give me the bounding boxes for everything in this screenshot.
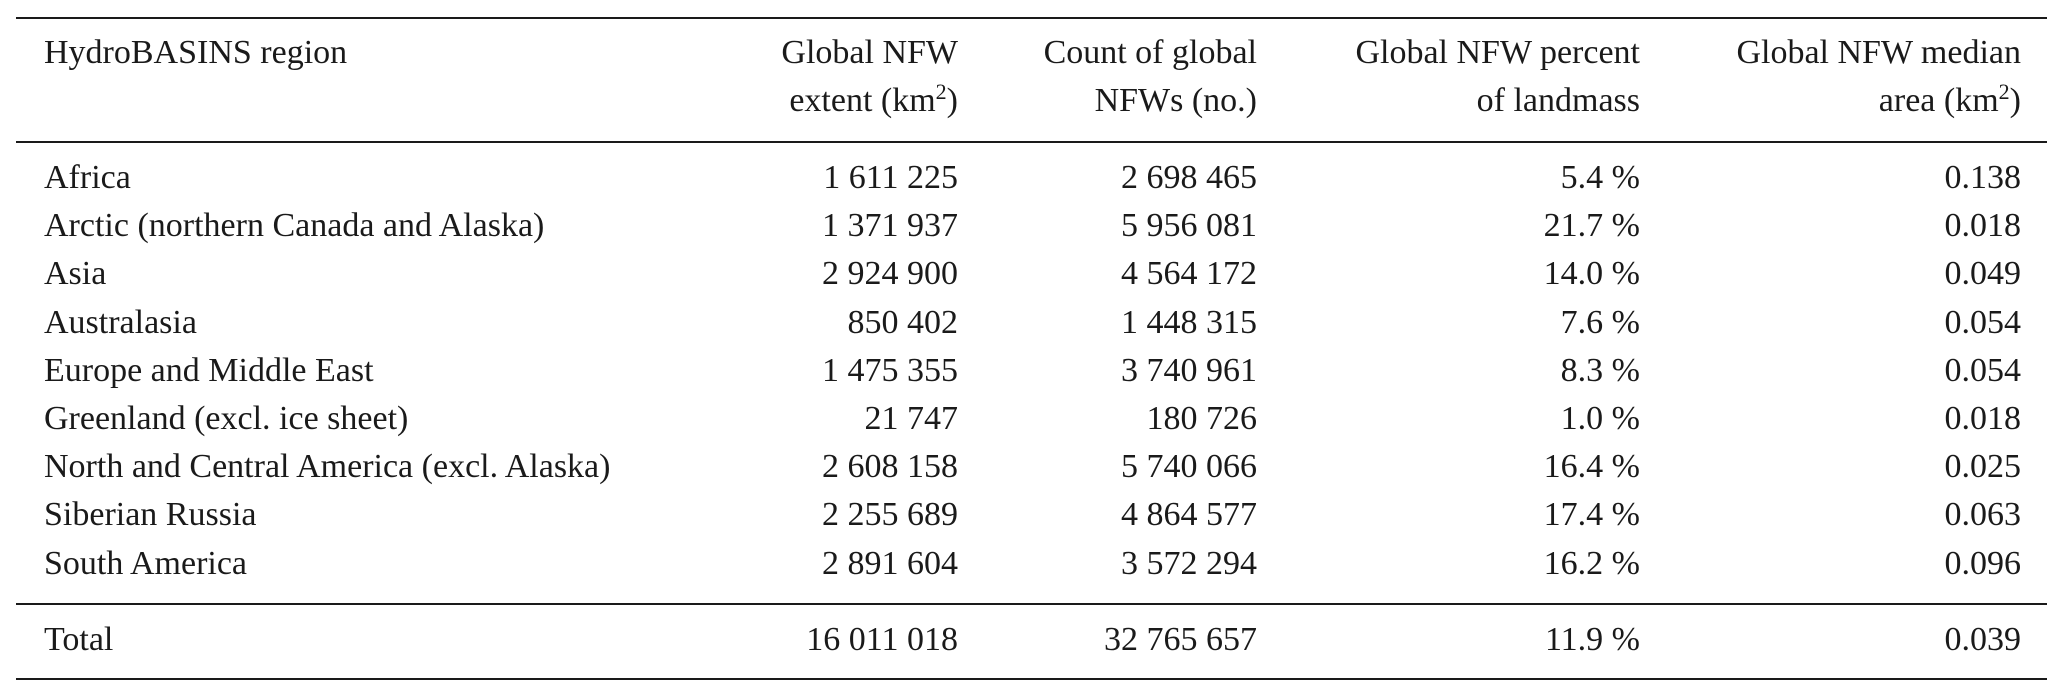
region-name: Europe and Middle East: [44, 351, 374, 389]
region-name: Arctic (northern Canada and Alaska): [44, 207, 545, 245]
superscript: 2: [935, 79, 947, 104]
superscript: 2: [1998, 79, 2010, 104]
value-cell: 180 726: [1146, 400, 1258, 437]
header-cell: Count of global: [1044, 33, 1257, 73]
value-cell: 0.054: [1944, 351, 2022, 389]
value-cell: 4 564 172: [1121, 255, 1257, 293]
value-cell: 5 740 066: [1121, 448, 1257, 486]
value-cell: 2 608 158: [822, 448, 958, 486]
header-cell: of landmass: [1477, 81, 1640, 121]
value-cell: 17.4 %: [1543, 496, 1640, 534]
header-cell: extent (km2): [789, 81, 958, 121]
region-name: Greenland (excl. ice sheet): [44, 400, 409, 437]
header-cell: area (km2): [1879, 81, 2021, 121]
header-text: NFWs (no.): [1094, 82, 1257, 119]
total-value: 32 765 657: [1104, 621, 1257, 658]
header-text: extent (km: [789, 82, 936, 119]
header-text: of landmass: [1476, 82, 1640, 119]
header-text: ): [2009, 82, 2021, 119]
value-cell: 8.3 %: [1560, 351, 1640, 389]
value-cell: 0.049: [1944, 255, 2022, 293]
value-cell: 3 740 961: [1121, 351, 1257, 389]
value-cell: 21 747: [864, 400, 959, 437]
region-name: North and Central America (excl. Alaska): [44, 448, 611, 486]
value-cell: 5 956 081: [1121, 207, 1257, 245]
value-cell: 0.018: [1944, 400, 2022, 437]
value-cell: 2 891 604: [822, 544, 958, 582]
value-cell: 2 255 689: [822, 496, 958, 534]
header-text: ): [946, 82, 958, 119]
header-text: HydroBASINS region: [44, 34, 348, 71]
value-cell: 0.054: [1944, 303, 2022, 341]
value-cell: 1.0 %: [1560, 400, 1640, 437]
value-cell: 14.0 %: [1543, 255, 1640, 293]
region-name: Australasia: [44, 303, 197, 341]
header-text: Global NFW: [781, 34, 958, 71]
value-cell: 1 611 225: [823, 159, 958, 196]
value-cell: 2 924 900: [822, 255, 958, 293]
value-cell: 2 698 465: [1121, 159, 1257, 196]
value-cell: 1 475 355: [822, 351, 958, 389]
header-text: area (km: [1878, 82, 1999, 119]
header-cell: Global NFW percent: [1355, 33, 1640, 73]
value-cell: 0.063: [1944, 496, 2022, 534]
header-text: Count of global: [1043, 34, 1257, 71]
value-cell: 21.7 %: [1543, 207, 1640, 245]
total-value: 16 011 018: [806, 621, 958, 658]
bottom-rule: [16, 678, 2047, 680]
value-cell: 1 448 315: [1121, 303, 1257, 341]
value-cell: 7.6 %: [1560, 303, 1640, 341]
header-cell: Global NFW median: [1736, 33, 2021, 73]
top-rule: [16, 17, 2047, 19]
value-cell: 0.025: [1944, 448, 2022, 486]
value-cell: 3 572 294: [1121, 544, 1257, 582]
header-cell: Global NFW: [781, 33, 958, 73]
header-text: Global NFW percent: [1355, 34, 1640, 71]
region-name: Asia: [44, 255, 107, 293]
header-cell: HydroBASINS region: [44, 33, 347, 73]
value-cell: 0.018: [1944, 207, 2022, 245]
region-name: Siberian Russia: [44, 496, 257, 534]
header-cell: NFWs (no.): [1095, 81, 1257, 121]
value-cell: 5.4 %: [1560, 159, 1640, 196]
value-cell: 850 402: [847, 303, 959, 341]
total-label: Total: [44, 621, 114, 658]
mid-rule: [16, 141, 2047, 143]
region-name: South America: [44, 544, 248, 582]
value-cell: 4 864 577: [1121, 496, 1257, 534]
total-value: 0.039: [1944, 621, 2022, 658]
value-cell: 0.096: [1944, 544, 2022, 582]
header-text: Global NFW median: [1736, 34, 2021, 71]
value-cell: 0.138: [1944, 159, 2022, 196]
value-cell: 16.4 %: [1543, 448, 1640, 486]
value-cell: 1 371 937: [822, 207, 958, 245]
total-value: 11.9 %: [1544, 621, 1640, 658]
value-cell: 16.2 %: [1543, 544, 1640, 582]
region-name: Africa: [44, 159, 131, 196]
total-rule: [16, 603, 2047, 605]
